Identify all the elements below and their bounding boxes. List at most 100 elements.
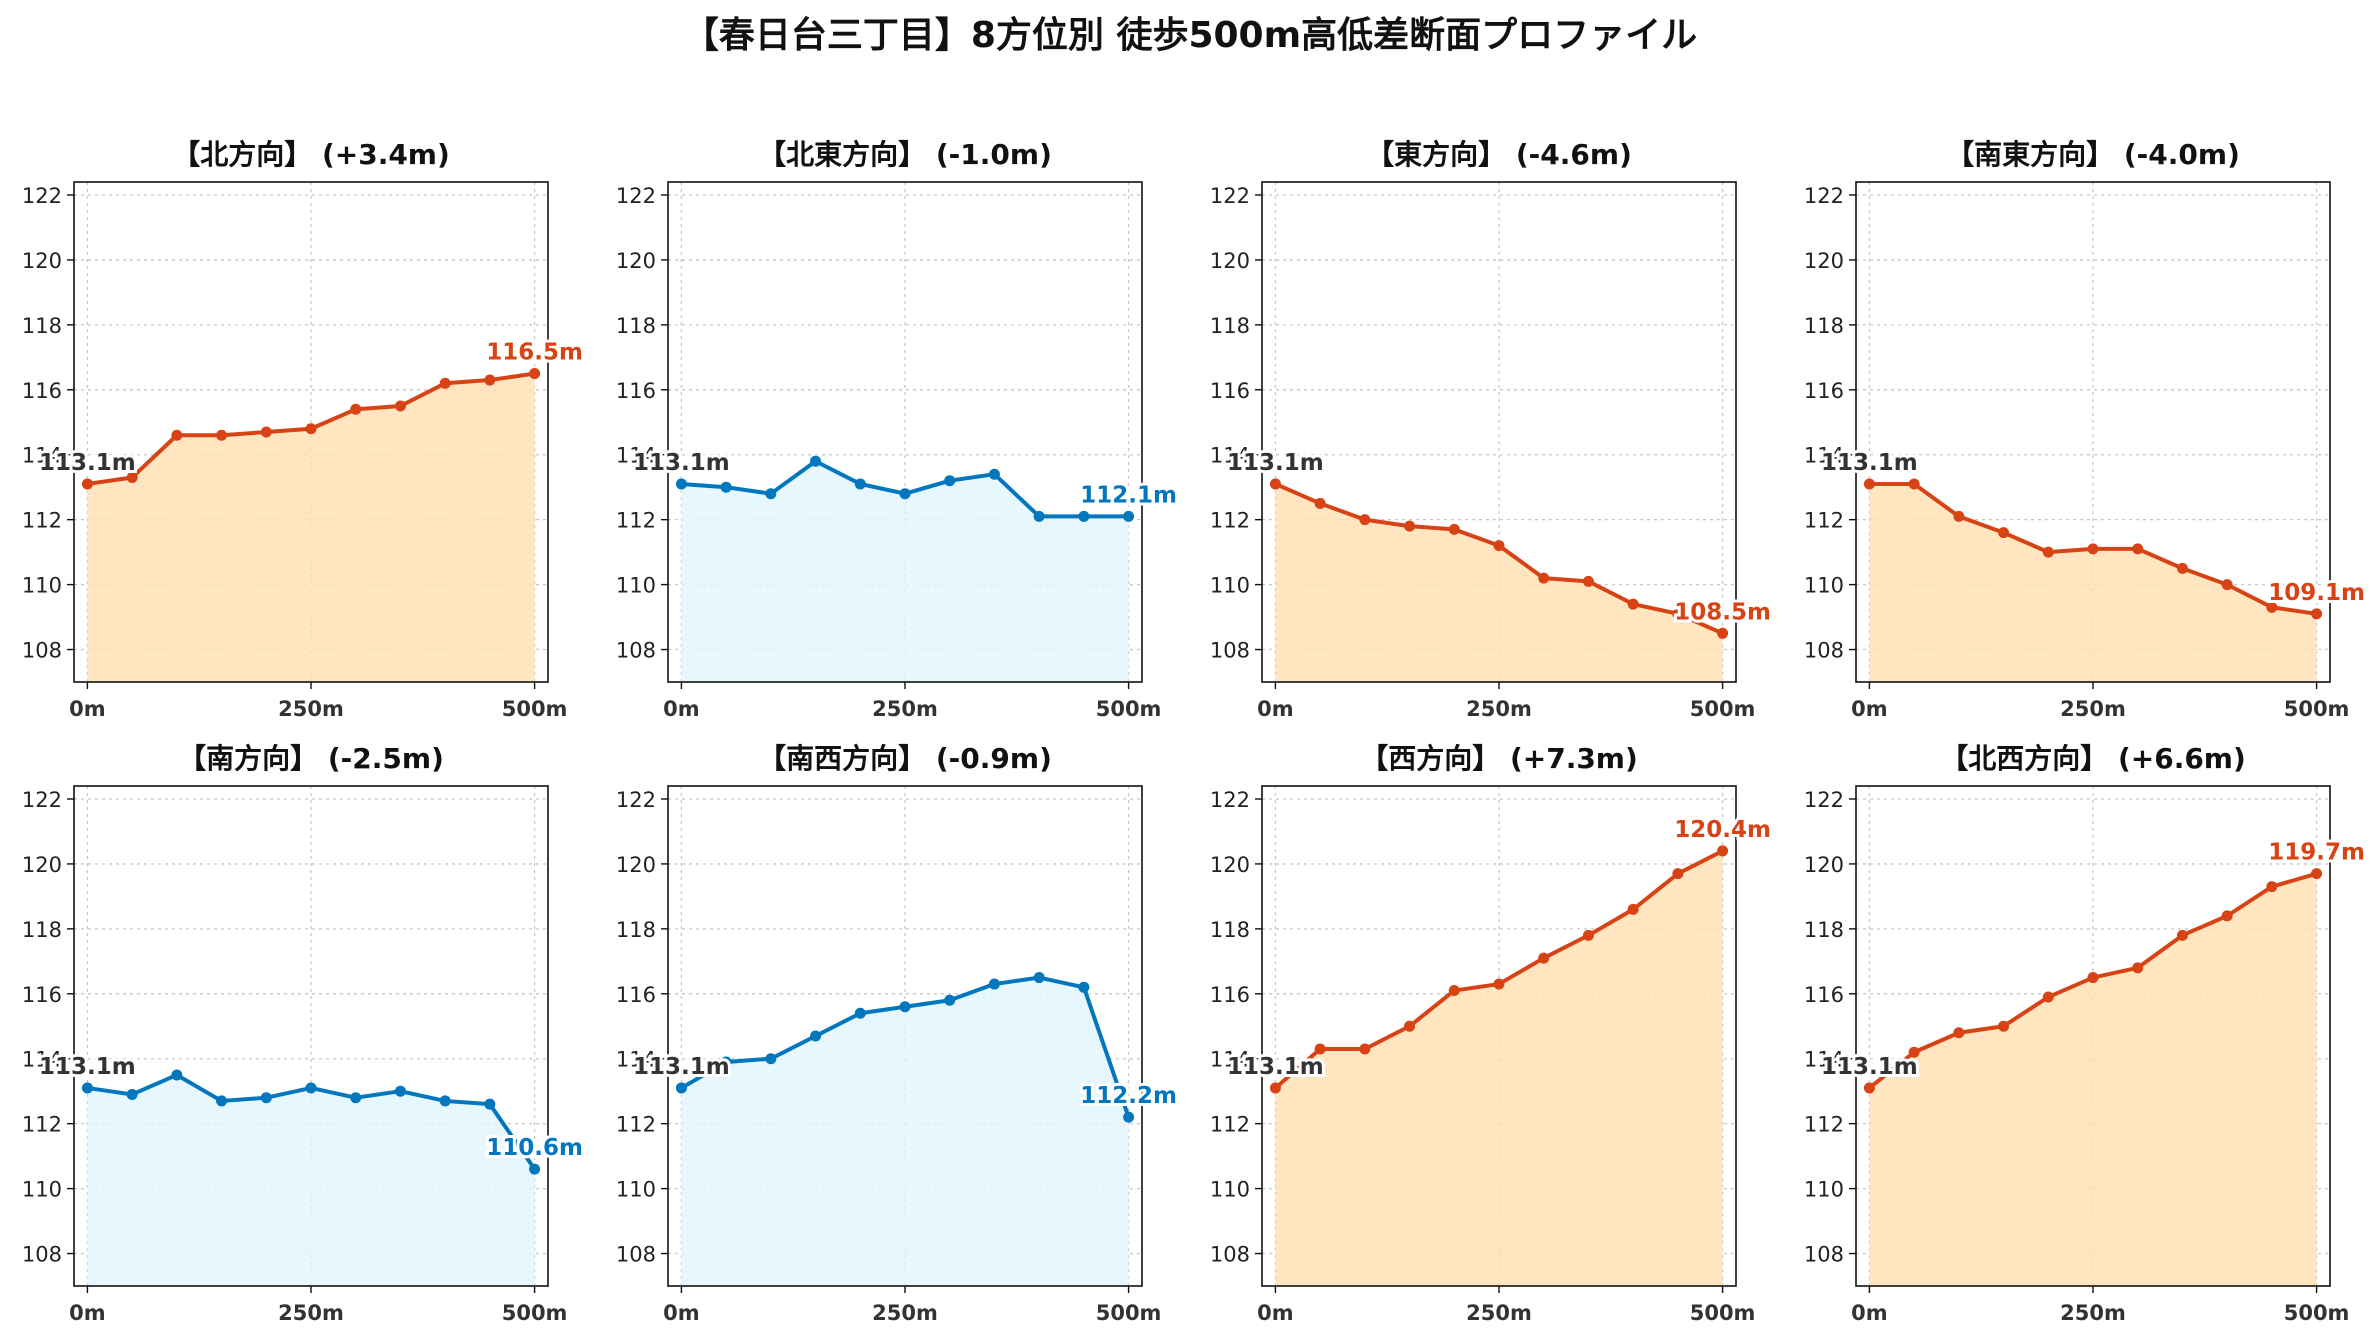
- elevation-chart-5: 【南方向】 (-2.5m) 108 110 112 114 116 118 120 122 0m 2…: [22, 742, 586, 1325]
- y-tick-label: 112: [22, 509, 62, 533]
- data-point: [2042, 546, 2054, 558]
- elevation-chart-3: 【東方向】 (-4.6m) 108 110 112 114 116 118 120 122 0m 2…: [1210, 138, 1774, 721]
- x-tick-label: 250m: [1466, 1301, 1532, 1325]
- area-fill: [87, 373, 535, 682]
- area-fill: [1275, 850, 1723, 1286]
- end-elevation-label: 109.1m: [2268, 580, 2365, 606]
- chart-title: 【東方向】 (-4.6m): [1366, 138, 1632, 171]
- x-tick-label: 500m: [1096, 697, 1162, 721]
- data-point: [944, 475, 956, 487]
- x-tick-label: 250m: [2060, 697, 2126, 721]
- data-point: [854, 478, 866, 490]
- data-point: [2176, 562, 2188, 574]
- data-point: [1672, 608, 1684, 620]
- data-point: [1717, 627, 1729, 639]
- data-point: [854, 1007, 866, 1019]
- y-tick-label: 108: [1210, 1243, 1250, 1267]
- area-fill: [1275, 483, 1723, 682]
- end-elevation-label: 120.4m: [1674, 817, 1771, 843]
- y-tick-label: 112: [1804, 1113, 1844, 1137]
- y-tick-label: 122: [616, 788, 656, 812]
- figure-title: 【春日台三丁目】8方位別 徒歩500m高低差断面プロファイル: [682, 15, 1698, 56]
- data-point: [171, 1069, 183, 1081]
- y-tick-label: 116: [22, 379, 62, 403]
- data-point: [720, 1056, 732, 1068]
- data-point: [350, 403, 362, 415]
- area-fill: [87, 1074, 535, 1286]
- data-point: [2132, 543, 2144, 555]
- elevation-chart-1: 【北方向】 (+3.4m) 108 110 112 114 116 118 120 122 0m 2…: [22, 138, 586, 721]
- data-point: [394, 1085, 406, 1097]
- y-tick-label: 120: [1804, 853, 1844, 877]
- y-tick-label: 122: [1210, 184, 1250, 208]
- elevation-chart-7: 【西方向】 (+7.3m) 108 110 112 114 116 118 120 122 0m 2…: [1210, 742, 1774, 1325]
- data-point: [1953, 510, 1965, 522]
- data-point: [1448, 985, 1460, 997]
- data-point: [1078, 981, 1090, 993]
- data-point: [2087, 972, 2099, 984]
- y-tick-label: 114: [616, 1048, 656, 1072]
- x-tick-label: 500m: [1096, 1301, 1162, 1325]
- start-elevation-label: 113.1m: [1227, 450, 1324, 476]
- elevation-chart-2: 【北東方向】 (-1.0m) 108 110 112 114 116 118 120 122 0m…: [616, 138, 1180, 721]
- start-elevation-label: 113.1m: [39, 1054, 136, 1080]
- y-tick-label: 110: [1210, 1178, 1250, 1202]
- data-point: [2221, 910, 2233, 922]
- y-tick-label: 114: [22, 444, 62, 468]
- data-point: [2176, 929, 2188, 941]
- y-tick-label: 108: [1210, 639, 1250, 663]
- end-elevation-label: 110.6m: [486, 1135, 583, 1161]
- data-point: [899, 1001, 911, 1013]
- data-point: [305, 423, 317, 435]
- data-point: [2266, 601, 2278, 613]
- data-point: [1953, 1027, 1965, 1039]
- data-point: [81, 1082, 93, 1094]
- y-tick-label: 108: [22, 1243, 62, 1267]
- data-point: [1078, 510, 1090, 522]
- y-tick-label: 118: [1210, 918, 1250, 942]
- x-tick-label: 500m: [502, 697, 568, 721]
- y-tick-label: 122: [1210, 788, 1250, 812]
- data-point: [1493, 540, 1505, 552]
- data-point: [1033, 510, 1045, 522]
- x-tick-label: 0m: [663, 1301, 700, 1325]
- data-point: [484, 1098, 496, 1110]
- data-point: [1998, 1020, 2010, 1032]
- y-tick-label: 112: [22, 1113, 62, 1137]
- end-elevation-label: 112.1m: [1080, 482, 1177, 508]
- end-elevation-label: 116.5m: [486, 340, 583, 366]
- y-tick-label: 122: [22, 788, 62, 812]
- y-tick-label: 108: [1804, 1243, 1844, 1267]
- y-tick-label: 110: [1804, 1178, 1844, 1202]
- data-point: [988, 468, 1000, 480]
- data-point: [1717, 845, 1729, 857]
- data-point: [2311, 868, 2323, 880]
- end-elevation-label: 112.2m: [1080, 1083, 1177, 1109]
- data-point: [1359, 1043, 1371, 1055]
- data-point: [1908, 478, 1920, 490]
- data-point: [260, 1092, 272, 1104]
- y-tick-label: 110: [22, 1178, 62, 1202]
- data-point: [305, 1082, 317, 1094]
- y-tick-label: 122: [1804, 184, 1844, 208]
- data-point: [675, 478, 687, 490]
- x-tick-label: 0m: [1851, 697, 1888, 721]
- y-tick-label: 110: [1210, 574, 1250, 598]
- y-tick-label: 114: [1804, 444, 1844, 468]
- data-point: [1998, 527, 2010, 539]
- data-point: [1269, 478, 1281, 490]
- y-tick-label: 114: [616, 444, 656, 468]
- y-tick-label: 120: [1804, 249, 1844, 273]
- chart-title: 【北西方向】 (+6.6m): [1940, 742, 2246, 775]
- data-point: [216, 1095, 228, 1107]
- y-tick-label: 118: [22, 918, 62, 942]
- data-point: [81, 478, 93, 490]
- y-tick-label: 112: [1804, 509, 1844, 533]
- x-tick-label: 0m: [69, 1301, 106, 1325]
- data-point: [2132, 962, 2144, 974]
- y-tick-label: 116: [1210, 379, 1250, 403]
- data-point: [439, 1095, 451, 1107]
- x-tick-label: 0m: [1851, 1301, 1888, 1325]
- y-tick-label: 120: [1210, 249, 1250, 273]
